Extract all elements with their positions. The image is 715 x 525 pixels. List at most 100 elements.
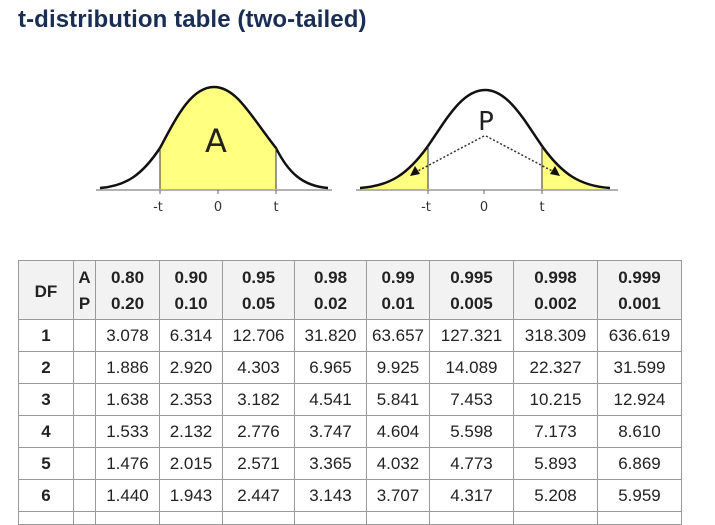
p-value: 0.20 <box>95 291 160 320</box>
blank-cell <box>73 351 96 384</box>
t-value-cell: 6.314 <box>159 319 223 352</box>
table-row-partial <box>18 511 682 525</box>
pointer-left <box>413 135 485 174</box>
df-cell: 5 <box>18 447 74 480</box>
a-value: 0.99 <box>366 260 430 291</box>
table-row: 2 1.886 2.920 4.303 6.965 9.925 14.089 22.327 31… <box>18 351 682 384</box>
page-title: t-distribution table (two-tailed) <box>18 6 367 33</box>
t-value-cell: 3.747 <box>294 415 367 448</box>
a-value: 0.999 <box>597 260 682 291</box>
t-value-cell: 1.476 <box>95 447 160 480</box>
df-cell: 4 <box>18 415 74 448</box>
t-value-cell: 2.920 <box>159 351 223 384</box>
table-body: 1 3.078 6.314 12.706 31.820 63.657 127.321 318.… <box>18 319 682 525</box>
t-value-cell: 1.943 <box>159 479 223 512</box>
t-value-cell: 2.447 <box>222 479 295 512</box>
blank-cell <box>73 447 96 480</box>
t-value-cell: 3.182 <box>222 383 295 416</box>
t-value-cell: 5.598 <box>429 415 514 448</box>
t-value-cell: 1.886 <box>95 351 160 384</box>
p-value: 0.001 <box>597 291 682 320</box>
t-value-cell: 2.132 <box>159 415 223 448</box>
df-cell: 1 <box>18 319 74 352</box>
t-value-cell: 4.317 <box>429 479 514 512</box>
tick-label-zero: 0 <box>214 200 222 215</box>
empty-cell <box>294 511 367 525</box>
a-value: 0.90 <box>159 260 223 291</box>
t-value-cell: 1.638 <box>95 383 160 416</box>
left-tail-shaded <box>360 146 428 189</box>
table-row: 3 1.638 2.353 3.182 4.541 5.841 7.453 10.215 12.… <box>18 383 682 416</box>
t-value-cell: 318.309 <box>513 319 598 352</box>
t-value-cell: 3.078 <box>95 319 160 352</box>
t-value-cell: 4.032 <box>366 447 430 480</box>
empty-cell <box>513 511 598 525</box>
df-header: DF <box>18 260 74 320</box>
table-row: 6 1.440 1.943 2.447 3.143 3.707 4.317 5.208 5.95… <box>18 479 682 512</box>
t-value-cell: 12.706 <box>222 319 295 352</box>
t-value-cell: 5.959 <box>597 479 682 512</box>
t-value-cell: 5.893 <box>513 447 598 480</box>
two-tail-diagram: P -t 0 t <box>356 70 620 220</box>
t-value-cell: 12.924 <box>597 383 682 416</box>
tick-label-zero: 0 <box>480 200 488 215</box>
p-value: 0.10 <box>159 291 223 320</box>
blank-cell <box>73 415 96 448</box>
empty-cell <box>18 511 74 525</box>
t-value-cell: 636.619 <box>597 319 682 352</box>
t-value-cell: 2.353 <box>159 383 223 416</box>
p-value: 0.02 <box>294 291 367 320</box>
bell-curve <box>99 85 329 190</box>
central-shaded-area <box>160 87 276 189</box>
area-label-p: P <box>478 107 494 137</box>
header-row-a: DF A 0.80 0.90 0.95 0.98 0.99 0.995 0.99… <box>18 260 682 320</box>
blank-cell <box>73 383 96 416</box>
df-cell: 6 <box>18 479 74 512</box>
table-row: 4 1.533 2.132 2.776 3.747 4.604 5.598 7.173 8.61… <box>18 415 682 448</box>
empty-cell <box>159 511 223 525</box>
empty-cell <box>222 511 295 525</box>
area-label-a: A <box>205 122 227 160</box>
t-value-cell: 8.610 <box>597 415 682 448</box>
t-value-cell: 5.841 <box>366 383 430 416</box>
t-value-cell: 2.571 <box>222 447 295 480</box>
empty-cell <box>429 511 514 525</box>
header-row-p: P 0.20 0.10 0.05 0.02 0.01 0.005 0.002 0… <box>19 291 682 320</box>
t-value-cell: 4.604 <box>366 415 430 448</box>
t-value-cell: 4.303 <box>222 351 295 384</box>
t-value-cell: 3.707 <box>366 479 430 512</box>
a-value: 0.95 <box>222 260 295 291</box>
p-value: 0.005 <box>429 291 514 320</box>
t-value-cell: 3.365 <box>294 447 367 480</box>
df-cell: 2 <box>18 351 74 384</box>
t-value-cell: 6.869 <box>597 447 682 480</box>
t-value-cell: 10.215 <box>513 383 598 416</box>
t-value-cell: 4.773 <box>429 447 514 480</box>
a-value: 0.998 <box>513 260 598 291</box>
p-value: 0.05 <box>222 291 295 320</box>
empty-cell <box>73 511 96 525</box>
table-row: 5 1.476 2.015 2.571 3.365 4.032 4.773 5.893 6.86… <box>18 447 682 480</box>
t-value-cell: 127.321 <box>429 319 514 352</box>
p-value: 0.01 <box>366 291 430 320</box>
a-row-label: A <box>73 260 96 291</box>
p-row-label: P <box>73 291 96 320</box>
t-value-cell: 31.599 <box>597 351 682 384</box>
a-value: 0.98 <box>294 260 367 291</box>
t-table: DF A 0.80 0.90 0.95 0.98 0.99 0.995 0.99… <box>18 260 682 525</box>
t-value-cell: 31.820 <box>294 319 367 352</box>
t-value-cell: 4.541 <box>294 383 367 416</box>
blank-cell <box>73 319 96 352</box>
t-value-cell: 7.453 <box>429 383 514 416</box>
p-value: 0.002 <box>513 291 598 320</box>
blank-cell <box>73 479 96 512</box>
arrowhead-left <box>410 166 420 176</box>
table-row: 1 3.078 6.314 12.706 31.820 63.657 127.321 318.… <box>18 319 682 352</box>
t-value-cell: 6.965 <box>294 351 367 384</box>
t-value-cell: 2.776 <box>222 415 295 448</box>
a-value: 0.995 <box>429 260 514 291</box>
a-value: 0.80 <box>95 260 160 291</box>
t-value-cell: 22.327 <box>513 351 598 384</box>
tick-label-neg-t: -t <box>153 200 163 215</box>
df-cell: 3 <box>18 383 74 416</box>
